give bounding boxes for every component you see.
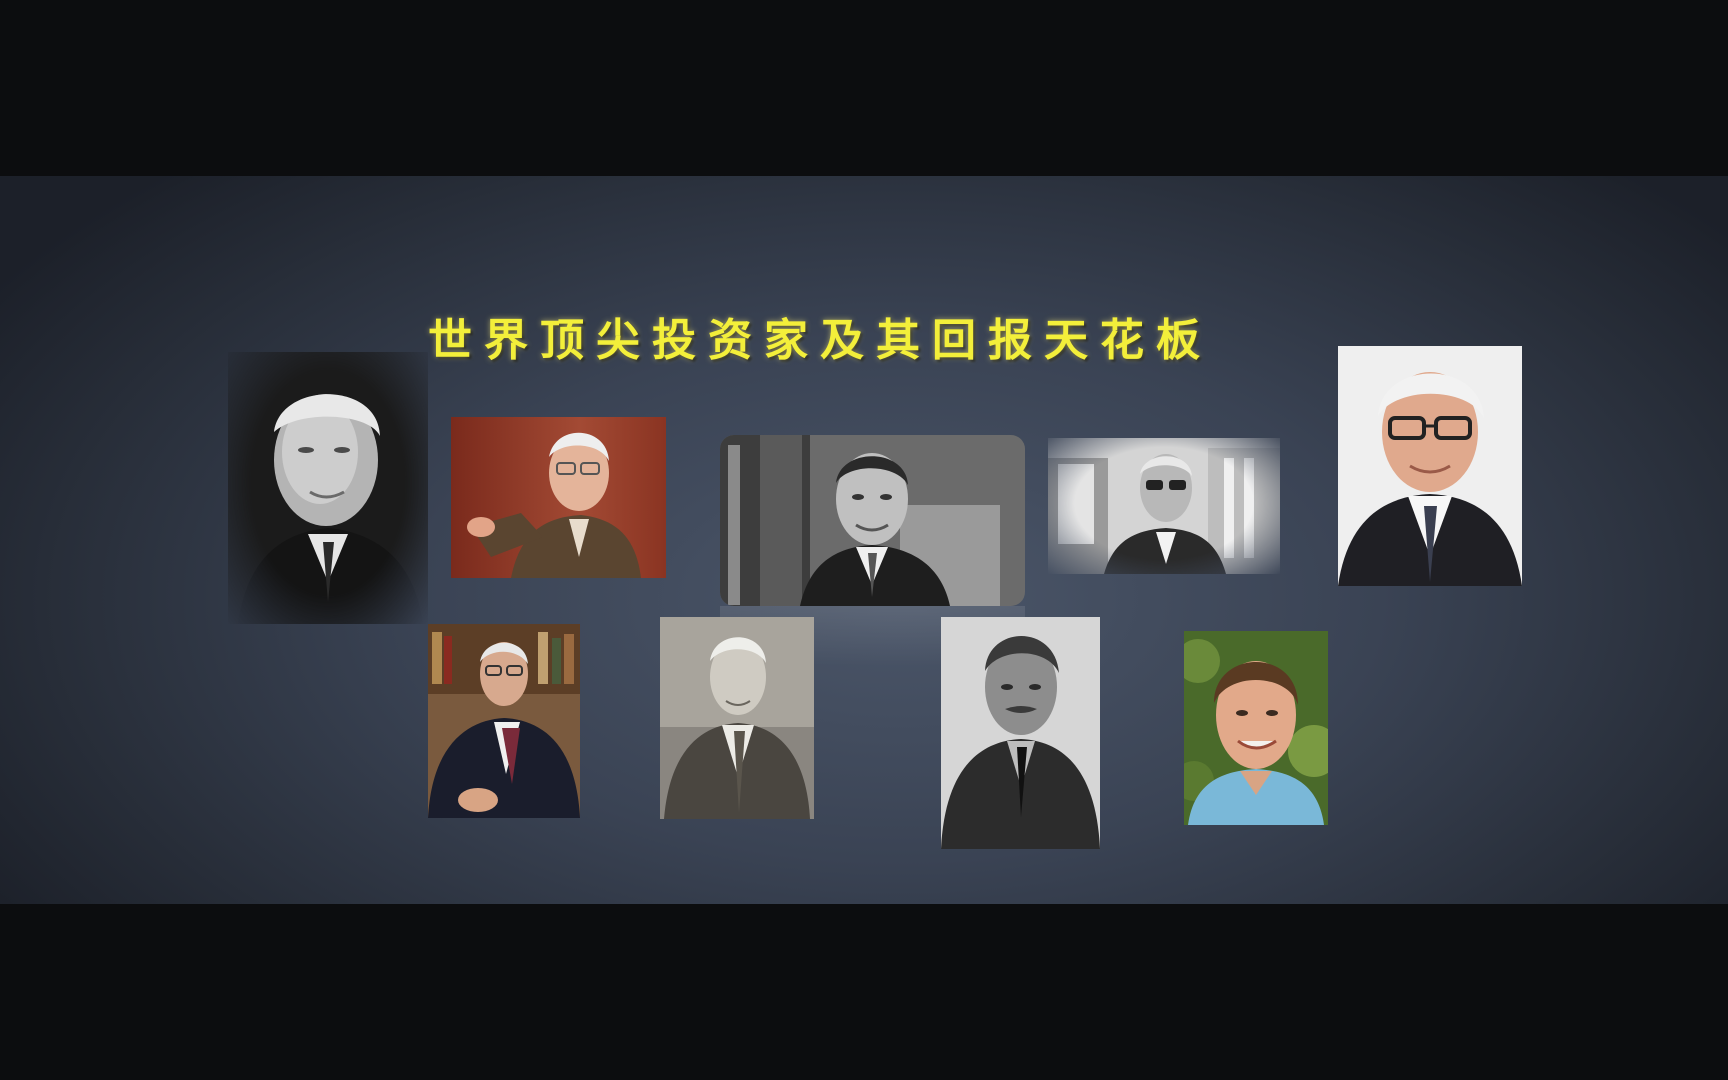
slide-title: 世界顶尖投资家及其回报天花板: [428, 315, 1212, 366]
portrait-photo-5: [1338, 346, 1522, 586]
portrait-photo-8: [941, 617, 1100, 849]
portrait-photo-1: [228, 352, 428, 624]
letterbox-top: [0, 0, 1728, 176]
portrait-photo-7: [660, 617, 814, 819]
portrait-photo-3: [720, 435, 1025, 606]
portrait-photo-9: [1184, 631, 1328, 825]
portrait-photo-6: [428, 624, 580, 818]
portrait-photo-2: [451, 417, 666, 578]
letterbox-bottom: [0, 904, 1728, 1080]
portrait-photo-4: [1048, 438, 1280, 574]
slide-canvas: 世界顶尖投资家及其回报天花板: [0, 176, 1728, 904]
